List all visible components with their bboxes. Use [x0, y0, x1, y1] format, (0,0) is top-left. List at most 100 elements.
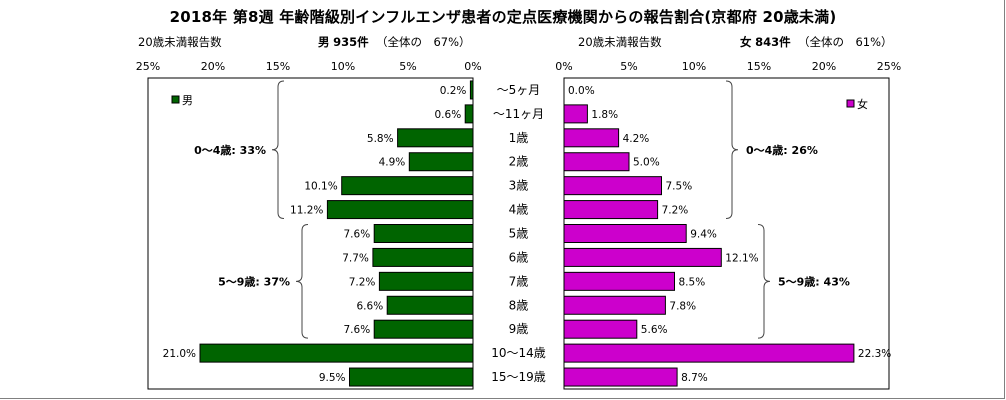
female-tick-label: 5%	[620, 60, 637, 73]
category-label: 〜5ヶ月	[497, 83, 541, 97]
female-header-label: 20歳未満報告数	[578, 35, 662, 49]
male-group-bracket	[295, 224, 309, 339]
female-legend-swatch	[846, 99, 855, 108]
male-bar	[397, 128, 474, 148]
female-group-label: 5〜9歳: 43%	[778, 274, 850, 288]
female-data-label: 22.3%	[858, 348, 891, 360]
female-data-label: 5.6%	[641, 324, 668, 336]
female-data-label: 4.2%	[623, 133, 650, 145]
female-bar	[563, 295, 666, 315]
female-bar	[563, 319, 638, 339]
male-bar	[408, 152, 474, 172]
female-data-label: 1.8%	[591, 109, 618, 121]
female-data-label: 9.4%	[690, 229, 717, 241]
female-bar	[563, 152, 630, 172]
category-label: 6歳	[509, 250, 529, 264]
category-label: 7歳	[509, 274, 529, 288]
male-data-label: 9.5%	[319, 372, 346, 384]
category-label: 2歳	[509, 155, 529, 169]
male-data-label: 21.0%	[163, 348, 196, 360]
male-bar	[341, 176, 474, 196]
category-label: 9歳	[509, 322, 529, 336]
male-header-total: 男 935件 （全体の 67%）	[318, 34, 471, 50]
category-label: 3歳	[509, 179, 529, 193]
category-label: 〜11ヶ月	[493, 107, 544, 121]
female-bar	[563, 343, 855, 363]
female-header-count: 843件	[755, 35, 791, 49]
female-data-label: 7.8%	[669, 300, 696, 312]
male-group-bracket	[271, 80, 285, 220]
female-bar	[563, 128, 620, 148]
female-data-label: 7.5%	[666, 181, 693, 193]
female-data-label: 5.0%	[633, 157, 660, 169]
female-tick-label: 25%	[877, 60, 901, 73]
male-group-label: 0〜4歳: 33%	[194, 143, 266, 157]
female-header-sex: 女	[740, 35, 752, 49]
female-tick-label: 10%	[682, 60, 706, 73]
male-header-share: （全体の 67%）	[375, 35, 471, 49]
female-bar	[563, 271, 675, 291]
male-header-count: 935件	[333, 35, 369, 49]
female-bar	[563, 224, 687, 243]
male-tick-label: 10%	[331, 60, 355, 73]
male-group-label: 5〜9歳: 37%	[218, 274, 290, 288]
male-data-label: 5.8%	[367, 133, 394, 145]
female-header-share: （全体の 61%）	[797, 35, 893, 49]
female-bar	[563, 104, 588, 124]
category-label: 8歳	[509, 298, 529, 312]
female-bar	[563, 367, 678, 387]
female-data-label: 0.0%	[568, 85, 595, 97]
female-tick-label: 0%	[555, 60, 572, 73]
male-bar	[373, 319, 474, 339]
male-legend-swatch	[171, 95, 180, 104]
male-data-label: 7.2%	[349, 276, 376, 288]
category-label: 4歳	[509, 203, 529, 217]
female-group-bracket	[725, 80, 739, 220]
male-bar	[469, 80, 474, 100]
male-bar	[378, 271, 474, 291]
male-data-label: 7.6%	[344, 324, 371, 336]
male-bar	[372, 247, 474, 267]
male-bar	[326, 200, 474, 220]
male-tick-label: 20%	[201, 60, 225, 73]
male-bar	[199, 343, 474, 363]
female-data-label: 12.1%	[725, 252, 758, 264]
female-tick-label: 20%	[812, 60, 836, 73]
female-bar	[563, 247, 722, 267]
female-data-label: 8.5%	[679, 276, 706, 288]
chart-title: 2018年 第8週 年齢階級別インフルエンザ患者の定点医療機関からの報告割合(京…	[169, 8, 837, 26]
female-data-label: 7.2%	[662, 205, 689, 217]
male-header-sex: 男	[318, 35, 330, 49]
category-label: 5歳	[509, 227, 529, 241]
female-bar	[563, 200, 659, 220]
female-data-label: 8.7%	[681, 372, 708, 384]
male-data-label: 10.1%	[304, 181, 337, 193]
male-data-label: 6.6%	[357, 300, 384, 312]
category-label: 10〜14歳	[491, 346, 546, 360]
female-header-total: 女 843件 （全体の 61%）	[740, 34, 893, 50]
female-group-label: 0〜4歳: 26%	[746, 143, 818, 157]
male-data-label: 4.9%	[379, 157, 406, 169]
male-header-label: 20歳未満報告数	[138, 35, 222, 49]
male-legend-label: 男	[182, 94, 193, 107]
male-tick-label: 15%	[266, 60, 290, 73]
male-data-label: 0.6%	[435, 109, 462, 121]
female-bar	[563, 176, 662, 196]
category-label: 15〜19歳	[491, 370, 546, 384]
female-legend-label: 女	[857, 97, 868, 111]
male-bar	[386, 295, 474, 315]
male-data-label: 7.6%	[344, 229, 371, 241]
female-tick-label: 15%	[747, 60, 771, 73]
male-tick-label: 0%	[464, 60, 481, 73]
category-label: 1歳	[509, 131, 529, 145]
male-tick-label: 5%	[399, 60, 416, 73]
male-bar	[464, 104, 474, 124]
male-bar	[349, 367, 474, 387]
male-bar	[373, 224, 474, 243]
male-data-label: 7.7%	[342, 252, 369, 264]
female-group-bracket	[757, 224, 771, 339]
male-data-label: 0.2%	[440, 85, 467, 97]
male-tick-label: 25%	[136, 60, 160, 73]
